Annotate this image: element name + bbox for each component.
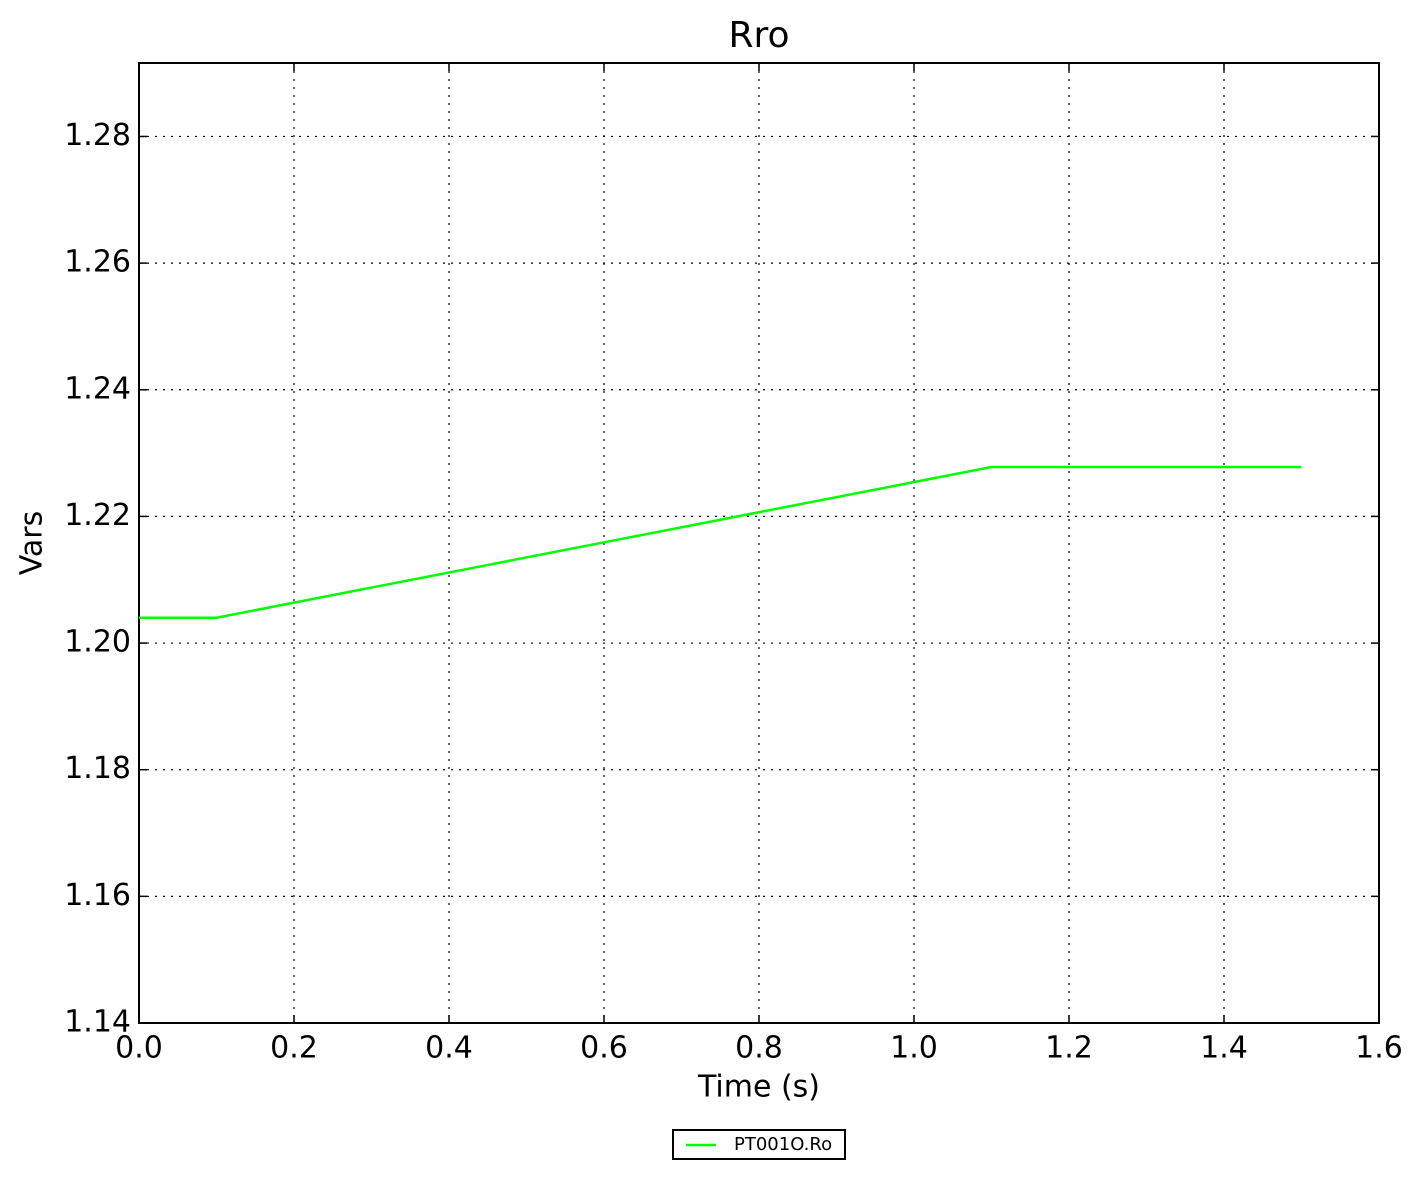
y-tick-label: 1.14 xyxy=(64,1005,131,1040)
chart-title: Rro xyxy=(728,15,789,56)
data-line xyxy=(139,465,1302,619)
x-tick-label: 1.4 xyxy=(1200,1031,1248,1066)
y-tick-label: 1.22 xyxy=(64,498,131,533)
y-tick-label: 1.18 xyxy=(64,751,131,786)
x-axis-label: Time (s) xyxy=(697,1070,820,1105)
y-tick-label: 1.16 xyxy=(64,878,131,913)
x-tick-label: 0.6 xyxy=(580,1031,628,1066)
y-tick-label: 1.28 xyxy=(64,118,131,153)
x-tick-label: 1.6 xyxy=(1355,1031,1403,1066)
x-tick-label: 1.0 xyxy=(890,1031,938,1066)
x-tick-label: 1.2 xyxy=(1045,1031,1093,1066)
x-tick-label: 0.4 xyxy=(425,1031,473,1066)
x-tick-label: 0.2 xyxy=(270,1031,318,1066)
x-tick-label: 0.8 xyxy=(735,1031,783,1066)
x-tick-label: 0.0 xyxy=(115,1031,163,1066)
plot-frame xyxy=(138,62,1380,1024)
y-tick-label: 1.24 xyxy=(64,371,131,406)
y-tick-label: 1.20 xyxy=(64,625,131,660)
y-tick-label: 1.26 xyxy=(64,245,131,280)
y-axis-label: Vars xyxy=(15,511,50,576)
legend-label: PT001O.Ro xyxy=(734,1134,832,1155)
